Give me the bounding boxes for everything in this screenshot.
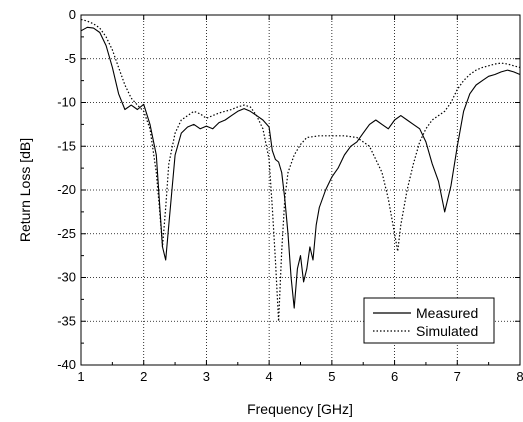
axis-tick-labels: 1 2 3 4 5 6 7 8 0 -5 -10 -15 -20 -25 -30 -35 -40 — [57, 7, 523, 384]
y-tick-label: -15 — [57, 138, 76, 153]
x-tick-label: 6 — [391, 369, 398, 384]
y-tick-label: -40 — [57, 357, 76, 372]
y-tick-label: -35 — [57, 313, 76, 328]
x-tick-label: 1 — [77, 369, 84, 384]
y-tick-label: -25 — [57, 226, 76, 241]
x-axis-title: Frequency [GHz] — [247, 401, 353, 417]
y-tick-label: -20 — [57, 182, 76, 197]
legend: Measured Simulated — [363, 297, 495, 344]
y-tick-label: 0 — [69, 7, 76, 22]
x-tick-label: 3 — [203, 369, 210, 384]
series-lines — [80, 18, 521, 322]
legend-simulated-label: Simulated — [416, 323, 478, 339]
x-tick-label: 2 — [140, 369, 147, 384]
x-tick-label: 5 — [328, 369, 335, 384]
x-tick-label: 7 — [454, 369, 461, 384]
y-tick-label: -30 — [57, 270, 76, 285]
axis-ticks — [80, 14, 521, 366]
x-tick-label: 8 — [516, 369, 523, 384]
series-line-simulated — [80, 18, 521, 322]
x-tick-label: 4 — [266, 369, 273, 384]
legend-box — [363, 297, 495, 344]
legend-measured-label: Measured — [416, 305, 478, 321]
y-axis-title: Return Loss [dB] — [17, 138, 33, 242]
y-tick-label: -5 — [64, 51, 76, 66]
series-line-measured — [80, 26, 521, 309]
y-tick-label: -10 — [57, 95, 76, 110]
